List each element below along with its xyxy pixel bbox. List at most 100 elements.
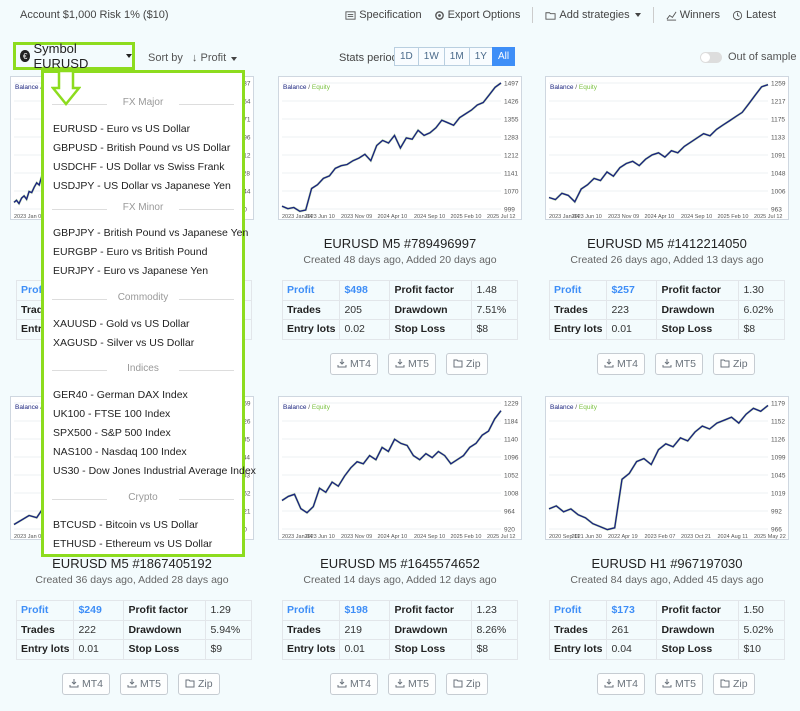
y-tick-label: 920 (504, 527, 515, 534)
zip-download-button[interactable]: Zip (713, 673, 755, 695)
mt4-label: MT4 (617, 678, 638, 690)
entry-lots-label: Entry lots (15, 639, 75, 660)
latest-label: Latest (746, 9, 776, 21)
y-tick-label: 1008 (504, 491, 519, 498)
out-of-sample-toggle[interactable] (700, 51, 722, 63)
legend-separator: / (574, 404, 579, 411)
download-icon (395, 358, 405, 371)
chart-legend: Balance / Equity (283, 84, 331, 91)
latest-button[interactable]: Latest (728, 6, 780, 24)
strategy-title[interactable]: EURUSD M5 #1645574652 (320, 556, 480, 571)
profit-factor-value: 1.30 (738, 280, 785, 301)
top-bar: Account $1,000 Risk 1% ($10) Specificati… (0, 0, 800, 30)
stop-loss-label: Stop Loss (123, 639, 207, 660)
y-tick-label: 1019 (771, 491, 786, 498)
strategy-title[interactable]: EURUSD H1 #967197030 (591, 556, 743, 571)
table-row: Entry lots 0.02 Stop Loss $8 (281, 319, 518, 340)
dropdown-symbol-item[interactable]: US30 - Dow Jones Industrial Average Inde… (53, 465, 256, 477)
dropdown-symbol-item[interactable]: EURGBP - Euro vs British Pound (53, 246, 208, 258)
x-tick-label: 2024 Sep 10 (414, 534, 445, 540)
trades-value: 261 (606, 619, 658, 640)
x-tick-label: 2024 Sep 10 (681, 214, 712, 220)
chart-legend: Balance / Equity (550, 84, 598, 91)
symbol-dropdown-button[interactable]: € Symbol EURUSD (13, 41, 135, 71)
add-strategies-button[interactable]: Add strategies (541, 6, 644, 24)
winners-button[interactable]: Winners (662, 6, 724, 24)
zip-download-button[interactable]: Zip (713, 353, 755, 375)
dropdown-symbol-item[interactable]: XAUUSD - Gold vs US Dollar (53, 318, 190, 330)
mt4-download-button[interactable]: MT4 (330, 353, 378, 375)
mt4-download-button[interactable]: MT4 (597, 353, 645, 375)
table-row: Trades 219 Drawdown 8.26% (281, 619, 518, 640)
mt4-download-button[interactable]: MT4 (597, 673, 645, 695)
dropdown-symbol-item[interactable]: GBPUSD - British Pound vs US Dollar (53, 142, 231, 154)
dropdown-symbol-item[interactable]: EURUSD - Euro vs US Dollar (53, 123, 191, 135)
dropdown-symbol-item[interactable]: NAS100 - Nasdaq 100 Index (53, 446, 187, 458)
entry-lots-value: 0.01 (606, 319, 658, 340)
mt5-label: MT5 (408, 678, 429, 690)
account-label: Account $1,000 Risk 1% ($10) (20, 9, 169, 21)
download-icon (127, 678, 137, 691)
strategy-dates: Created 14 days ago, Added 12 days ago (303, 574, 497, 586)
table-row: Entry lots 0.01 Stop Loss $8 (281, 639, 518, 660)
mt4-download-button[interactable]: MT4 (330, 673, 378, 695)
drawdown-label: Drawdown (123, 619, 207, 640)
folder-icon (545, 11, 556, 20)
mt4-download-button[interactable]: MT4 (62, 673, 110, 695)
dropdown-symbol-item[interactable]: GBPJPY - British Pound vs Japanese Yen (53, 227, 249, 239)
mt5-download-button[interactable]: MT5 (655, 673, 703, 695)
period-1d[interactable]: 1D (394, 47, 419, 66)
drawdown-label: Drawdown (656, 299, 740, 320)
export-options-button[interactable]: Export Options (430, 6, 525, 24)
period-1m[interactable]: 1M (443, 47, 470, 66)
legend-equity: Equity (312, 84, 331, 91)
y-tick-label: 964 (504, 509, 515, 516)
dropdown-symbol-item[interactable]: BTCUSD - Bitcoin vs US Dollar (53, 519, 199, 531)
table-row: Profit $249 Profit factor 1.29 (15, 600, 252, 621)
zip-download-button[interactable]: Zip (446, 673, 488, 695)
x-tick-label: 2023 Jan 0 (14, 534, 41, 540)
entry-lots-label: Entry lots (281, 319, 341, 340)
dropdown-symbol-item[interactable]: UK100 - FTSE 100 Index (53, 408, 171, 420)
strategy-title[interactable]: EURUSD M5 #1412214050 (587, 236, 747, 251)
zip-download-button[interactable]: Zip (178, 673, 220, 695)
zip-download-button[interactable]: Zip (446, 353, 488, 375)
filter-toolbar: € Symbol EURUSD Sort by ↓ Profit Stats p… (0, 40, 800, 72)
y-tick-label: 1179 (771, 401, 785, 408)
profit-factor-value: 1.23 (471, 600, 518, 621)
dropdown-symbol-item[interactable]: ETHUSD - Ethereum vs US Dollar (53, 538, 213, 550)
y-tick-label: 1175 (771, 117, 785, 124)
dropdown-group-header: Commodity (44, 292, 242, 303)
arrow-down-icon (51, 70, 81, 106)
specification-button[interactable]: Specification (341, 6, 425, 24)
dropdown-symbol-item[interactable]: SPX500 - S&P 500 Index (53, 427, 171, 439)
period-1y[interactable]: 1Y (468, 47, 493, 66)
strategy-title[interactable]: EURUSD M5 #789496997 (323, 236, 477, 251)
sort-by-control[interactable]: Sort by ↓ Profit (148, 52, 238, 64)
profit-value: $173 (606, 600, 658, 621)
mt5-download-button[interactable]: MT5 (388, 353, 436, 375)
balance-line (281, 410, 502, 514)
dropdown-symbol-item[interactable]: EURJPY - Euro vs Japanese Yen (53, 265, 209, 277)
entry-lots-label: Entry lots (281, 639, 341, 660)
y-tick-label: 1426 (504, 99, 519, 106)
y-tick-label: 1006 (771, 189, 786, 196)
balance-line (281, 82, 502, 213)
mt5-download-button[interactable]: MT5 (388, 673, 436, 695)
dropdown-symbol-item[interactable]: USDJPY - US Dollar vs Japanese Yen (53, 180, 231, 192)
x-tick-label: 2021 Jun 30 (572, 534, 602, 540)
caret-down-icon (126, 54, 132, 58)
stats-table: Profit $498 Profit factor 1.48 Trades 20… (281, 280, 518, 340)
mt5-download-button[interactable]: MT5 (655, 353, 703, 375)
stats-period-label: Stats period (339, 52, 398, 64)
chart-legend: Balance / Equity (550, 404, 598, 411)
dropdown-symbol-item[interactable]: GER40 - German DAX Index (53, 389, 188, 401)
dropdown-symbol-item[interactable]: XAGUSD - Silver vs US Dollar (53, 337, 195, 349)
period-1w[interactable]: 1W (417, 47, 445, 66)
mt5-download-button[interactable]: MT5 (120, 673, 168, 695)
stats-table: Profit $198 Profit factor 1.23 Trades 21… (281, 600, 518, 660)
strategy-title[interactable]: EURUSD M5 #1867405192 (52, 556, 212, 571)
period-all[interactable]: All (491, 47, 516, 66)
dropdown-symbol-item[interactable]: USDCHF - US Dollar vs Swiss Frank (53, 161, 225, 173)
x-tick-label: 2023 Nov 09 (341, 534, 372, 540)
